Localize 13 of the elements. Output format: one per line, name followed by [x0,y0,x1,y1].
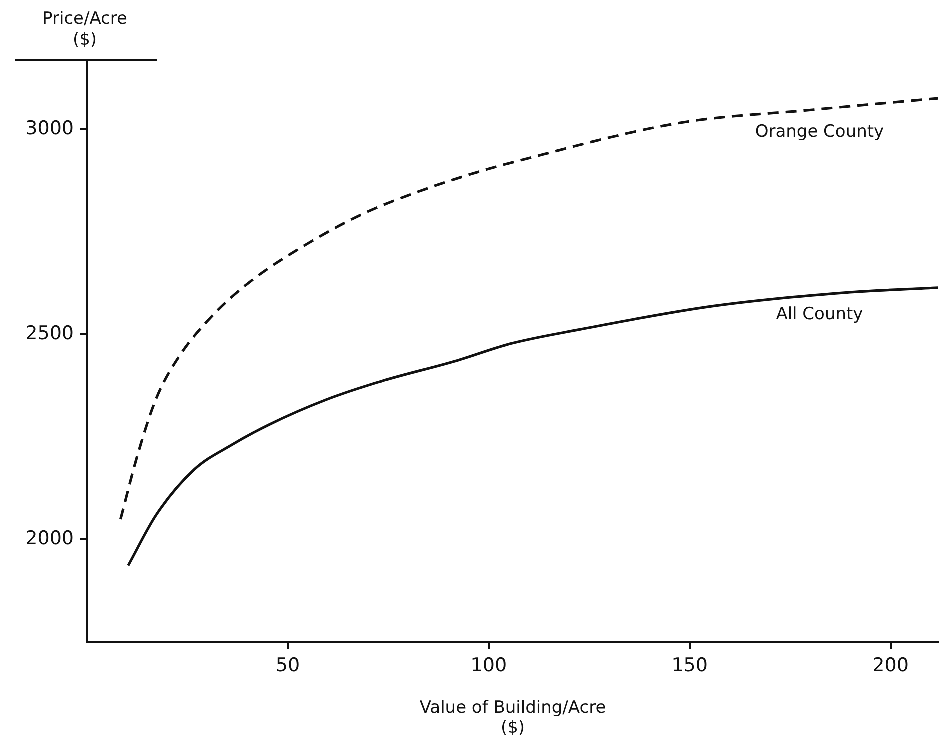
line-series [119,97,939,521]
line-series [127,286,939,568]
y-tick-label: 2000 [26,527,74,550]
y-axis-title: Price/Acre ($) [42,9,128,50]
x-tick-label: 100 [470,654,508,676]
series-label: All County [776,304,864,325]
x-tick-label: 200 [872,654,909,676]
x-axis-title: Value of Building/Acre ($) [420,698,606,738]
y-tick-label: 2500 [26,322,74,345]
y-tick-label: 3000 [26,118,74,140]
x-tick-label: 150 [672,654,708,676]
x-tick-label: 50 [276,654,300,676]
series-label: Orange County [755,122,884,142]
